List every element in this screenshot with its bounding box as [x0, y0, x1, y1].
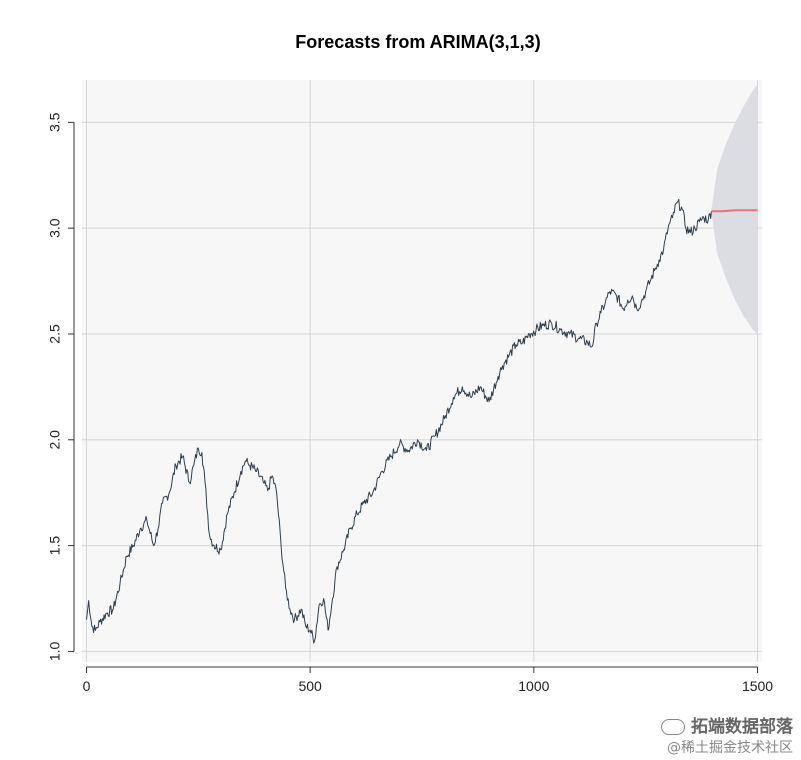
watermark-line-1: 拓端数据部落 — [691, 717, 793, 737]
series-group — [86, 198, 758, 644]
x-tick-label-1: 500 — [298, 678, 322, 694]
watermark-brand: 拓端数据部落 — [661, 712, 793, 737]
x-tick-label-0: 0 — [83, 678, 91, 694]
y-tick-label-3: 2.5 — [47, 324, 63, 344]
forecast-interval-band — [711, 84, 758, 334]
watermark-source: @稀土掘金技术社区 — [667, 740, 793, 756]
series-line-observed — [86, 198, 712, 644]
forecast-interval-group — [711, 84, 758, 334]
y-tick-label-1: 1.5 — [47, 536, 63, 556]
x-tick-label-2: 1000 — [518, 678, 549, 694]
y-axis: 1.0 1.5 2.0 2.5 3.0 3.5 — [47, 112, 75, 661]
x-tick-label-3: 1500 — [742, 678, 773, 694]
y-tick-label-0: 1.0 — [47, 641, 63, 661]
y-tick-label-4: 3.0 — [47, 218, 63, 238]
y-tick-label-5: 3.5 — [47, 112, 63, 132]
chart-title: Forecasts from ARIMA(3,1,3) — [295, 32, 540, 52]
plot-area — [82, 80, 762, 662]
x-axis: 0 500 1000 1500 — [83, 666, 773, 694]
wechat-icon — [661, 719, 685, 735]
series-line-forecast — [711, 209, 758, 213]
y-tick-label-2: 2.0 — [47, 430, 63, 450]
